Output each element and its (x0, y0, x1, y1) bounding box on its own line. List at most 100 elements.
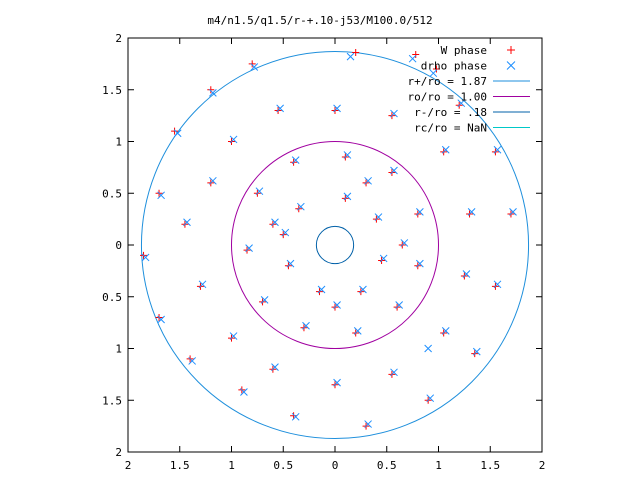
point-1-56 (400, 239, 409, 247)
point-1-24 (390, 109, 398, 118)
point-1-55 (333, 301, 341, 309)
point-1-3 (250, 63, 259, 71)
cross-marker (457, 99, 466, 108)
cross-marker (364, 176, 372, 185)
circle-curves (140, 50, 530, 440)
point-1-12 (364, 420, 372, 428)
x-tick-label: 1.5 (480, 459, 500, 472)
point-0-2 (352, 48, 360, 56)
point-1-18 (457, 99, 466, 108)
point-1-45 (296, 202, 305, 211)
cross-marker (359, 285, 367, 294)
cross-marker (333, 301, 341, 309)
cross-marker (240, 388, 248, 396)
cross-marker (493, 280, 502, 289)
point-1-51 (286, 259, 295, 268)
point-1-28 (441, 327, 450, 335)
cross-marker (353, 327, 362, 335)
cross-marker (426, 394, 435, 403)
point-1-16 (509, 208, 517, 216)
point-1-22 (276, 104, 284, 113)
point-0-4 (207, 86, 215, 94)
cross-marker (379, 254, 388, 263)
point-0-1 (432, 65, 440, 73)
point-1-10 (240, 388, 248, 396)
point-1-40 (395, 301, 404, 309)
point-0-3 (248, 60, 256, 68)
point-1-39 (416, 259, 424, 268)
cross-marker (157, 191, 165, 200)
legend-label-1: drho phase (421, 60, 487, 73)
y-tick-label: 1.5 (102, 394, 122, 407)
x-tick-label: 2 (125, 459, 132, 472)
point-1-11 (291, 412, 300, 421)
point-1-47 (374, 213, 383, 221)
cross-marker (374, 213, 383, 221)
legend-marker-1 (506, 61, 516, 70)
y-tick-label: 1 (115, 136, 122, 149)
point-1-49 (359, 285, 367, 294)
cross-marker (472, 347, 481, 356)
point-1-36 (343, 151, 352, 159)
cross-marker (364, 420, 372, 428)
point-1-27 (462, 270, 471, 278)
x-tick-label: 0.5 (273, 459, 293, 472)
cross-marker (286, 259, 295, 268)
point-1-2 (346, 52, 355, 61)
curve-4 (315, 225, 355, 265)
point-1-8 (157, 315, 165, 324)
cross-marker (343, 192, 352, 201)
cross-marker (390, 109, 398, 118)
point-1-33 (198, 280, 207, 289)
plus-marker (171, 127, 179, 135)
legend-label-5: rc/ro = NaN (414, 122, 487, 135)
point-1-38 (416, 208, 424, 216)
point-1-23 (333, 104, 341, 113)
legend-marker-0 (507, 46, 515, 54)
cross-marker (390, 166, 398, 175)
plus-marker (412, 51, 420, 59)
cross-marker (296, 202, 305, 211)
cross-marker (255, 187, 264, 196)
cross-marker (271, 218, 279, 227)
cross-marker (229, 135, 238, 144)
point-1-25 (441, 145, 450, 154)
y-tick-label: 0.5 (102, 291, 122, 304)
cross-marker (291, 156, 300, 164)
x-tick-label: 1 (228, 459, 235, 472)
cross-marker (493, 145, 502, 154)
point-1-17 (493, 145, 502, 154)
curve-3 (231, 141, 439, 349)
point-0-5 (171, 127, 179, 135)
cross-marker (209, 176, 217, 185)
plus-marker (352, 48, 360, 56)
plus-marker (207, 86, 215, 94)
cross-marker (400, 239, 409, 247)
cross-marker (281, 228, 290, 237)
point-1-31 (271, 363, 279, 371)
cross-marker (333, 104, 341, 113)
point-1-46 (343, 192, 352, 201)
y-tick-label: 0 (115, 239, 122, 252)
point-1-48 (379, 254, 388, 263)
cross-marker (333, 378, 341, 387)
cross-marker (390, 368, 398, 377)
x-tick-label: 0 (332, 459, 339, 472)
x-tick-label: 1.5 (170, 459, 190, 472)
cross-marker (302, 321, 310, 330)
point-1-19 (183, 218, 191, 227)
cross-marker (260, 296, 269, 304)
point-1-14 (472, 347, 481, 356)
cross-marker (276, 104, 284, 113)
cross-marker (429, 69, 438, 78)
legend-label-0: W phase (441, 44, 487, 57)
point-1-26 (467, 208, 476, 216)
point-1-29 (390, 368, 398, 377)
cross-marker (416, 259, 424, 268)
data-points (140, 48, 517, 430)
cross-marker (416, 208, 424, 216)
point-1-13 (426, 394, 435, 403)
point-1-57 (424, 344, 433, 353)
point-0-0 (412, 51, 420, 59)
cross-marker (245, 244, 253, 252)
